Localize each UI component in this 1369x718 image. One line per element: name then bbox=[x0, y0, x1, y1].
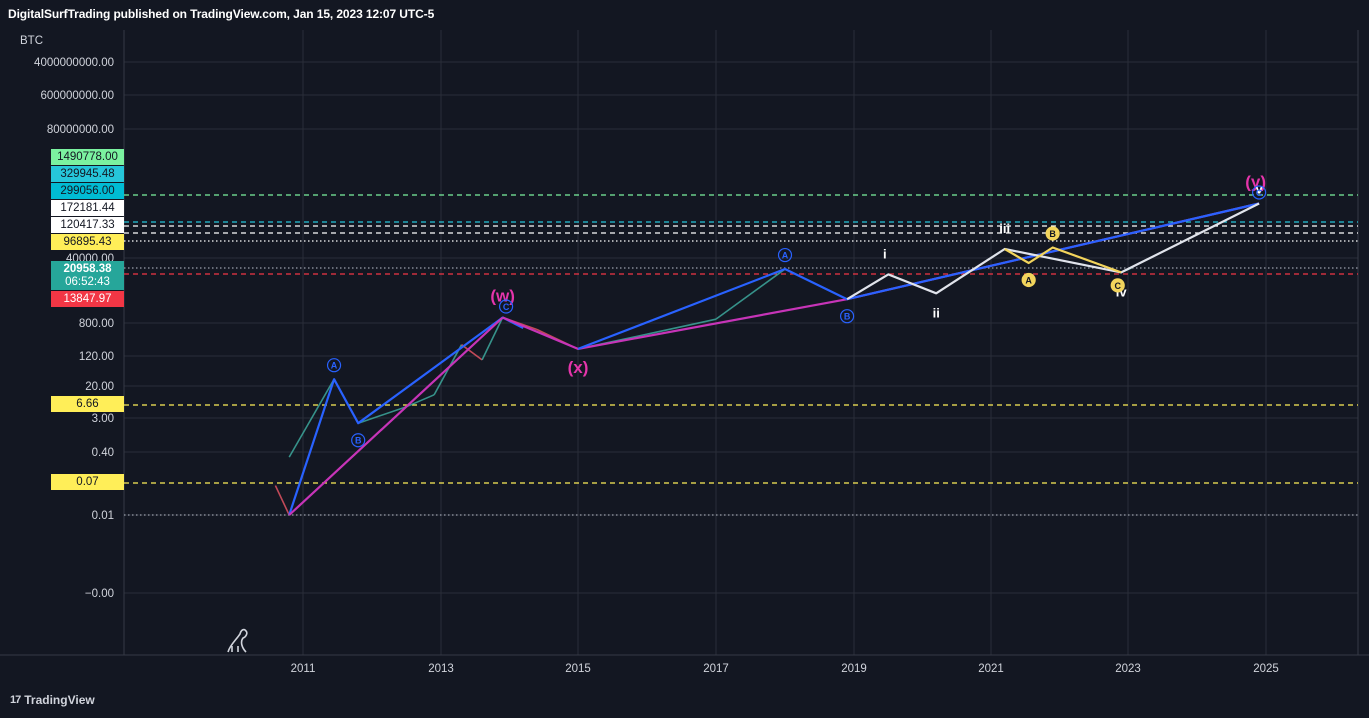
circle-label-text: C bbox=[1256, 188, 1263, 198]
yellow-abc[interactable] bbox=[1004, 246, 1122, 274]
wave-label: iv bbox=[1116, 284, 1128, 299]
y-tick-label: 80000000.00 bbox=[47, 124, 114, 136]
y-tick-label: −0.00 bbox=[85, 588, 114, 600]
circle-label-ring bbox=[498, 299, 514, 314]
horizontal-levels bbox=[124, 194, 1358, 516]
price-segment bbox=[274, 485, 290, 516]
price-segment bbox=[357, 405, 407, 424]
price-tag-t96895[interactable]: 96895.43 bbox=[51, 234, 124, 250]
wave-lines bbox=[288, 202, 1260, 516]
price-tag-t13847[interactable]: 13847.97 bbox=[51, 291, 124, 307]
price-tag-t120417[interactable]: 120417.33 bbox=[51, 217, 124, 233]
circle-label-ring bbox=[839, 309, 855, 324]
price-segment bbox=[288, 378, 335, 458]
y-tick-label: 800.00 bbox=[79, 318, 114, 330]
circle-label-ring bbox=[1045, 226, 1060, 241]
price-path bbox=[274, 246, 1132, 516]
x-tick-label: 2013 bbox=[428, 663, 454, 675]
x-tick-label: 2019 bbox=[841, 663, 867, 675]
circle-label-ring bbox=[1110, 278, 1125, 293]
circle-wave-label: C bbox=[1110, 278, 1125, 293]
x-tick-label: 2023 bbox=[1115, 663, 1141, 675]
circle-wave-label: A bbox=[777, 247, 793, 263]
price-tag-t1490778[interactable]: 1490778.00 bbox=[51, 149, 124, 165]
price-tag-t299056[interactable]: 299056.00 bbox=[51, 183, 124, 199]
circle-label-text: B bbox=[1049, 229, 1056, 239]
wave-label: v bbox=[1255, 181, 1263, 196]
y-tick-label: 3.00 bbox=[92, 413, 114, 425]
circle-label-ring bbox=[351, 433, 366, 448]
tradingview-mark-icon: 17 bbox=[10, 694, 21, 706]
dino-icon bbox=[227, 628, 248, 653]
x-tick-label: 2011 bbox=[291, 663, 316, 675]
circle-label-text: A bbox=[782, 251, 789, 261]
x-tick-label: 2015 bbox=[565, 663, 591, 675]
price-tag-t20958[interactable]: 20958.38 bbox=[51, 261, 124, 277]
tradingview-brand: TradingView bbox=[24, 693, 95, 707]
circle-wave-label: C bbox=[498, 299, 514, 314]
price-segment bbox=[481, 317, 504, 361]
circle-label-text: B bbox=[355, 436, 362, 446]
y-tick-label: 600000000.00 bbox=[40, 90, 114, 102]
price-tag-tcountdown[interactable]: 06:52:43 bbox=[51, 274, 124, 290]
circle-label-text: A bbox=[1025, 275, 1032, 285]
circle-label-ring bbox=[1251, 185, 1267, 200]
circle-wave-label: A bbox=[326, 358, 342, 373]
price-tag-t172181[interactable]: 172181.44 bbox=[51, 200, 124, 216]
circle-label-text: C bbox=[1114, 281, 1121, 291]
wave-label: ii bbox=[933, 305, 940, 320]
price-segment bbox=[646, 318, 717, 335]
symbol-label: BTC bbox=[20, 35, 43, 47]
circle-label-text: B bbox=[844, 312, 851, 322]
x-tick-label: 2025 bbox=[1253, 663, 1279, 675]
magenta-w[interactable] bbox=[288, 316, 504, 516]
grid bbox=[124, 30, 1358, 655]
circle-wave-label: A bbox=[1021, 272, 1036, 288]
circle-wave-label: B bbox=[1045, 226, 1060, 241]
y-tick-label: 0.40 bbox=[92, 447, 114, 459]
tradingview-logo[interactable]: 17 TradingView bbox=[10, 693, 95, 707]
circle-label-ring bbox=[1021, 272, 1036, 288]
y-tick-label: 120.00 bbox=[79, 351, 114, 363]
circle-wave-label: B bbox=[839, 309, 855, 324]
axes: 2011 2013 2015 2017 2019 2021 2023 2025 40000000… bbox=[0, 30, 1369, 675]
magenta-x[interactable] bbox=[502, 202, 1260, 350]
publish-header: DigitalSurfTrading published on TradingV… bbox=[8, 7, 435, 21]
price-segment bbox=[715, 268, 786, 320]
dino-icon bbox=[227, 628, 248, 653]
y-tick-label: 0.01 bbox=[92, 510, 114, 522]
price-tag-t007[interactable]: 0.07 bbox=[51, 474, 124, 490]
x-tick-label: 2017 bbox=[703, 663, 729, 675]
circle-wave-label: B bbox=[351, 433, 366, 448]
wave-label: iii bbox=[999, 221, 1010, 236]
circle-wave-label: C bbox=[1251, 185, 1267, 200]
y-tick-label: 20.00 bbox=[85, 381, 114, 393]
y-tick-label: 4000000000.00 bbox=[34, 57, 114, 69]
circle-label-ring bbox=[777, 247, 793, 263]
wave-label: (x) bbox=[568, 358, 589, 377]
white-impulse[interactable] bbox=[846, 202, 1260, 301]
circle-label-text: C bbox=[503, 302, 510, 312]
circle-label-text: A bbox=[331, 361, 338, 371]
wave-label: i bbox=[883, 246, 887, 261]
price-segment bbox=[461, 344, 483, 361]
price-tag-t666[interactable]: 6.66 bbox=[51, 396, 124, 412]
price-tag-t329945[interactable]: 329945.48 bbox=[51, 166, 124, 182]
circle-label-ring bbox=[326, 358, 342, 373]
blue-wave-2[interactable] bbox=[577, 202, 1260, 350]
price-segment bbox=[406, 394, 435, 408]
x-tick-label: 2021 bbox=[978, 663, 1004, 675]
